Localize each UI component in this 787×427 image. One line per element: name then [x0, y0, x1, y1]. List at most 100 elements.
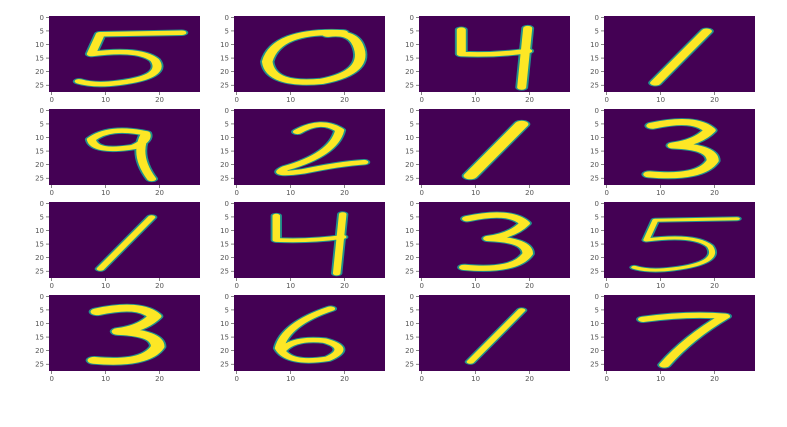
y-tick-label: 20 [590, 347, 599, 355]
x-tick-label: 0 [604, 282, 608, 290]
x-tick-label: 0 [419, 282, 423, 290]
x-tick-label: 20 [710, 96, 719, 104]
x-tick-label: 20 [155, 375, 164, 383]
digit-panel: 0 5 10 15 20 25 0 10 20 [590, 14, 755, 104]
x-tick-label: 10 [471, 96, 480, 104]
digit-stroke [87, 304, 165, 365]
y-tick-label: 0 [595, 200, 599, 208]
y-tick-label: 5 [40, 27, 44, 35]
y-tick-label: 0 [410, 293, 414, 301]
digit-stroke [261, 29, 366, 85]
x-tick-label: 20 [525, 189, 534, 197]
y-tick-label: 5 [410, 27, 414, 35]
x-tick-label: 0 [49, 282, 53, 290]
y-tick-label: 15 [590, 55, 599, 63]
digit-stroke [631, 217, 740, 272]
y-tick-label: 5 [225, 120, 229, 128]
y-tick-label: 25 [220, 82, 229, 90]
digit-stroke [86, 128, 157, 182]
y-tick-label: 5 [595, 27, 599, 35]
x-tick-label: 20 [710, 375, 719, 383]
y-tick-label: 25 [405, 268, 414, 276]
y-tick-label: 25 [35, 361, 44, 369]
y-tick-label: 20 [405, 68, 414, 76]
y-tick-label: 0 [225, 107, 229, 115]
y-tick-label: 5 [410, 306, 414, 314]
y-tick-label: 15 [35, 241, 44, 249]
x-tick-label: 10 [656, 282, 665, 290]
x-tick-label: 20 [525, 375, 534, 383]
x-tick-label: 20 [710, 189, 719, 197]
x-tick-label: 10 [471, 282, 480, 290]
y-tick-label: 5 [40, 306, 44, 314]
y-tick-label: 5 [595, 306, 599, 314]
digit-panel: 0 5 10 15 20 25 0 10 20 [220, 107, 385, 197]
y-tick-label: 25 [590, 82, 599, 90]
y-tick-label: 10 [35, 134, 44, 142]
y-tick-label: 10 [220, 227, 229, 235]
digit-panel: 0 5 10 15 20 25 0 10 20 [35, 107, 200, 197]
y-tick-label: 25 [590, 268, 599, 276]
y-tick-label: 0 [40, 14, 44, 22]
y-tick-label: 25 [220, 268, 229, 276]
x-tick-label: 10 [286, 282, 295, 290]
digit-stroke [274, 306, 344, 363]
y-tick-label: 5 [410, 120, 414, 128]
y-tick-label: 15 [405, 55, 414, 63]
x-tick-label: 10 [101, 189, 110, 197]
x-tick-label: 10 [101, 96, 110, 104]
y-tick-label: 10 [590, 227, 599, 235]
y-tick-label: 10 [220, 41, 229, 49]
digit-stroke [96, 215, 156, 271]
digit-panel: 0 5 10 15 20 25 0 10 20 [405, 293, 570, 383]
y-tick-label: 20 [590, 68, 599, 76]
y-tick-label: 15 [590, 241, 599, 249]
y-tick-label: 25 [220, 175, 229, 183]
digit-panel: 0 5 10 15 20 25 0 10 20 [590, 293, 755, 383]
y-tick-label: 5 [410, 213, 414, 221]
digit-panel: 0 5 10 15 20 25 0 10 20 [220, 293, 385, 383]
x-tick-label: 0 [604, 189, 608, 197]
y-tick-label: 20 [405, 347, 414, 355]
x-tick-label: 20 [525, 282, 534, 290]
x-tick-label: 20 [155, 189, 164, 197]
x-tick-label: 0 [419, 96, 423, 104]
y-tick-label: 0 [410, 200, 414, 208]
y-tick-label: 0 [595, 293, 599, 301]
x-tick-label: 10 [286, 96, 295, 104]
x-tick-label: 10 [656, 375, 665, 383]
x-tick-label: 10 [656, 189, 665, 197]
y-tick-label: 10 [35, 227, 44, 235]
digit-stroke [74, 30, 187, 87]
x-tick-label: 20 [340, 189, 349, 197]
digit-stroke [643, 119, 719, 179]
y-tick-label: 20 [35, 347, 44, 355]
x-tick-label: 0 [234, 282, 238, 290]
digit-stroke [650, 28, 712, 86]
digit-panel: 0 5 10 15 20 25 0 10 20 [35, 293, 200, 383]
y-tick-label: 0 [40, 293, 44, 301]
y-tick-label: 15 [405, 241, 414, 249]
y-tick-label: 5 [40, 213, 44, 221]
y-tick-label: 15 [405, 334, 414, 342]
digit-panel: 0 5 10 15 20 25 0 10 20 [405, 107, 570, 197]
digit-panel: 0 5 10 15 20 25 0 10 20 [35, 200, 200, 290]
y-tick-label: 15 [590, 334, 599, 342]
y-tick-label: 15 [590, 148, 599, 156]
digit-stroke [463, 120, 529, 180]
y-tick-label: 5 [225, 306, 229, 314]
y-tick-label: 10 [405, 41, 414, 49]
y-tick-label: 25 [590, 175, 599, 183]
y-tick-label: 25 [220, 361, 229, 369]
x-tick-label: 0 [49, 189, 53, 197]
x-tick-label: 10 [471, 375, 480, 383]
y-tick-label: 25 [35, 268, 44, 276]
y-tick-label: 5 [595, 120, 599, 128]
y-tick-label: 20 [35, 68, 44, 76]
y-tick-label: 10 [220, 134, 229, 142]
y-tick-label: 20 [220, 347, 229, 355]
y-tick-label: 10 [35, 320, 44, 328]
y-tick-label: 0 [595, 107, 599, 115]
y-tick-label: 0 [225, 200, 229, 208]
